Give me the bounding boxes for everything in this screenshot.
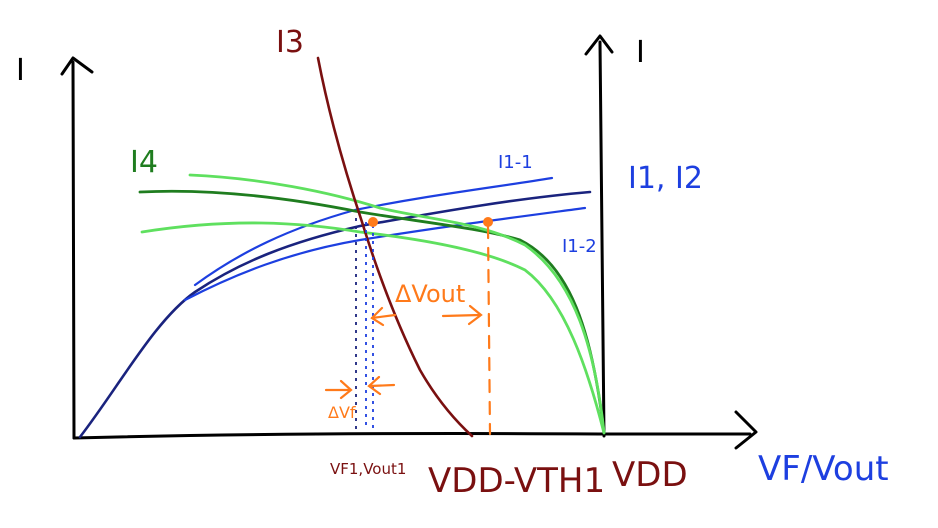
x-arrowhead [734, 410, 758, 450]
label-vdd: VDD [612, 455, 688, 495]
i3-curve [316, 56, 474, 438]
dashed-vline-vdd-vth1 [486, 224, 492, 436]
left-y-axis [71, 60, 76, 440]
i1-2-curve [183, 206, 587, 302]
left-y-arrowhead [60, 56, 94, 76]
label-delta-vout: ΔVout [395, 280, 465, 308]
operating-point-2 [483, 217, 493, 227]
dvout-arrow-right [441, 313, 482, 318]
label-delta-vf: ΔVf [328, 403, 356, 422]
right-y-axis [598, 40, 606, 438]
x-axis [72, 432, 752, 440]
label-vf-vout1: VF1,Vout1 [330, 460, 406, 478]
label-x-axis: VF/Vout [758, 449, 889, 489]
i4-light-upper-curve [188, 173, 606, 434]
label-i3: I3 [276, 25, 304, 60]
right-y-arrowhead [584, 34, 614, 56]
label-i1-1: I1-1 [498, 152, 533, 173]
dvout-arrow-left [370, 313, 397, 320]
label-i1-i2: I1, I2 [628, 161, 703, 196]
label-i-right-axis: I [636, 35, 645, 70]
label-i4: I4 [130, 145, 158, 180]
label-vdd-vth1: VDD-VTH1 [428, 461, 605, 501]
axes [60, 34, 758, 450]
i4-light-lower-curve [140, 221, 606, 435]
dvout-arrowhead-left [370, 306, 385, 327]
label-i1-2: I1-2 [562, 236, 597, 257]
operating-point-1 [368, 217, 378, 227]
i1-curve [78, 190, 592, 439]
dotted-projections [355, 218, 374, 430]
dvf-arrowhead-left [339, 379, 353, 400]
i4-dark-curve [138, 189, 606, 435]
label-i-left-axis: I [16, 53, 25, 88]
dvf-arrow-right [368, 383, 396, 388]
dvout-arrowhead-right [467, 304, 483, 326]
orange-annotations [324, 224, 492, 436]
dvf-arrowhead-right [367, 375, 382, 396]
